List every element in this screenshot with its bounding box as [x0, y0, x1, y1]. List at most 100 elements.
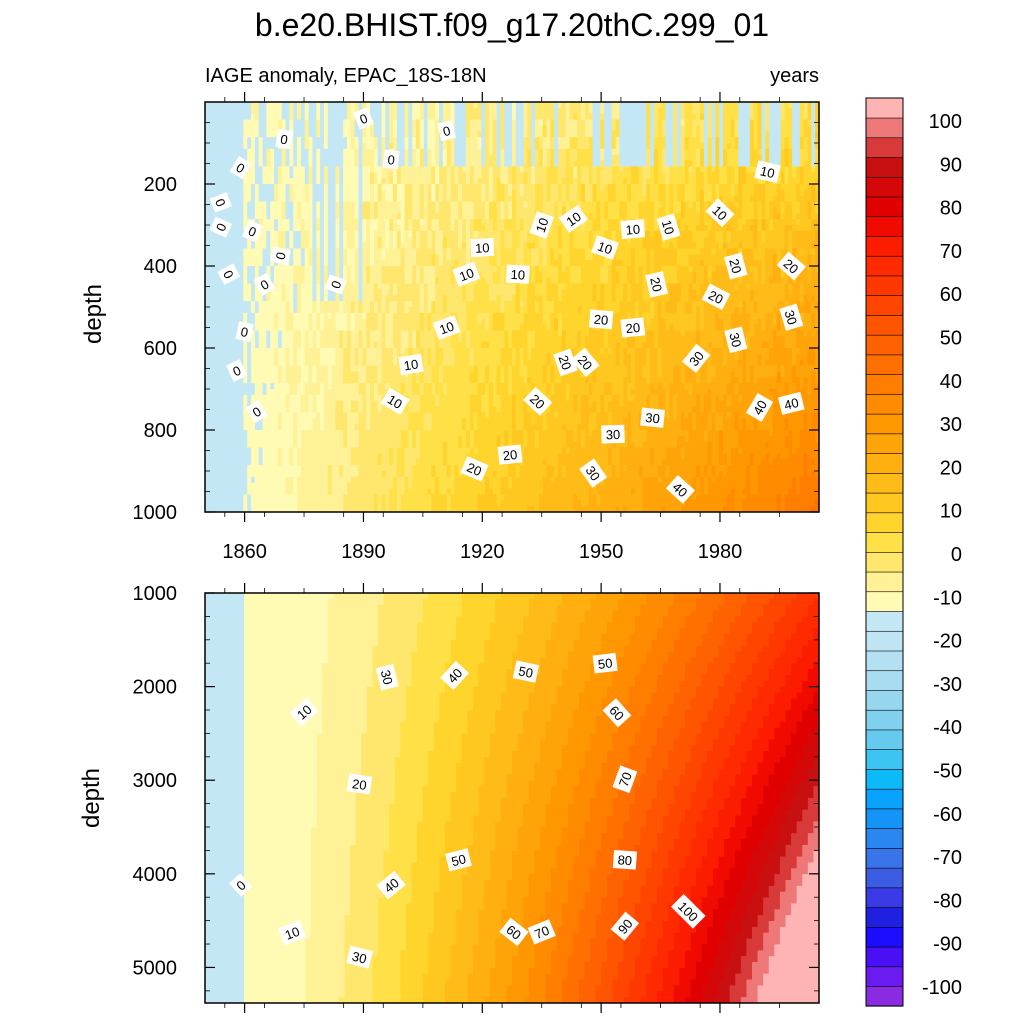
field-cell — [231, 400, 237, 408]
field-cell — [270, 342, 275, 349]
field-cell — [308, 207, 314, 214]
field-cell — [258, 201, 264, 209]
field-cell — [400, 148, 406, 156]
field-cell — [343, 195, 348, 203]
field-cell — [439, 424, 444, 431]
field-cell — [247, 412, 252, 419]
field-cell — [270, 435, 275, 443]
field-cell — [404, 131, 409, 138]
field-cell — [446, 230, 452, 238]
field-cell — [362, 154, 367, 162]
field-cell — [446, 143, 452, 150]
field-cell — [205, 476, 210, 484]
field-cell — [419, 254, 425, 261]
field-cell — [220, 289, 225, 296]
field-cell — [274, 219, 279, 226]
field-cell — [212, 389, 218, 396]
field-cell — [216, 389, 221, 396]
field-cell — [396, 271, 402, 279]
field-cell — [458, 178, 463, 185]
field-cell — [412, 453, 417, 460]
field-cell — [396, 189, 402, 197]
field-cell — [297, 189, 302, 197]
field-cell — [247, 476, 252, 484]
field-cell — [235, 342, 241, 349]
field-cell — [419, 435, 425, 443]
field-cell — [216, 131, 221, 138]
field-cell — [335, 488, 340, 496]
field-cell — [277, 447, 283, 455]
field-cell — [381, 488, 386, 496]
field-cell — [362, 143, 367, 150]
field-cell — [212, 324, 218, 332]
field-cell — [247, 377, 252, 384]
field-cell — [458, 230, 463, 238]
field-cell — [243, 113, 248, 121]
field-cell — [270, 242, 275, 250]
field-cell — [469, 318, 475, 326]
field-cell — [293, 389, 298, 396]
field-cell — [258, 377, 264, 384]
field-cell — [266, 230, 271, 238]
field-cell — [231, 254, 237, 261]
field-cell — [266, 160, 271, 168]
field-cell — [254, 459, 260, 466]
field-cell — [327, 107, 333, 115]
field-cell — [393, 500, 398, 507]
field-cell — [431, 283, 436, 291]
field-cell — [270, 412, 275, 419]
field-cell — [205, 137, 210, 144]
field-cell — [274, 377, 279, 384]
field-cell — [458, 506, 463, 512]
field-cell — [220, 476, 225, 484]
field-cell — [208, 248, 214, 255]
field-cell — [228, 488, 233, 496]
field-cell — [235, 242, 241, 250]
field-cell — [277, 307, 283, 314]
field-cell — [469, 189, 475, 197]
field-cell — [251, 178, 256, 185]
field-cell — [408, 260, 413, 267]
field-cell — [396, 494, 402, 501]
field-cell — [377, 441, 383, 449]
field-cell — [335, 494, 340, 501]
field-cell — [431, 365, 436, 373]
field-cell — [323, 254, 329, 261]
field-cell — [446, 178, 452, 185]
field-cell — [224, 353, 229, 361]
field-cell — [450, 289, 456, 296]
field-cell — [362, 131, 367, 138]
field-cell — [304, 213, 310, 220]
field-cell — [400, 137, 406, 144]
field-cell — [247, 353, 252, 361]
field-cell — [454, 476, 459, 484]
field-cell — [404, 242, 409, 250]
field-cell — [262, 447, 267, 455]
field-cell — [339, 482, 344, 490]
field-cell — [323, 365, 329, 373]
field-cell — [316, 143, 321, 150]
field-cell — [266, 441, 271, 449]
field-cell — [343, 266, 348, 273]
field-cell — [362, 488, 367, 496]
field-cell — [323, 488, 329, 496]
field-cell — [469, 219, 475, 226]
field-cell — [208, 277, 214, 285]
field-cell — [297, 488, 302, 496]
field-cell — [316, 230, 321, 238]
field-cell — [419, 389, 425, 396]
field-cell — [393, 312, 398, 320]
field-cell — [370, 143, 375, 150]
field-cell — [366, 225, 371, 232]
field-cell — [442, 295, 448, 302]
field-cell — [258, 219, 264, 226]
field-cell — [231, 301, 237, 308]
field-cell — [308, 389, 314, 396]
field-cell — [473, 219, 479, 226]
field-cell — [293, 506, 298, 512]
field-cell — [243, 148, 248, 156]
field-cell — [439, 271, 444, 279]
field-cell — [247, 359, 252, 367]
field-cell — [220, 125, 225, 132]
field-cell — [224, 441, 229, 449]
